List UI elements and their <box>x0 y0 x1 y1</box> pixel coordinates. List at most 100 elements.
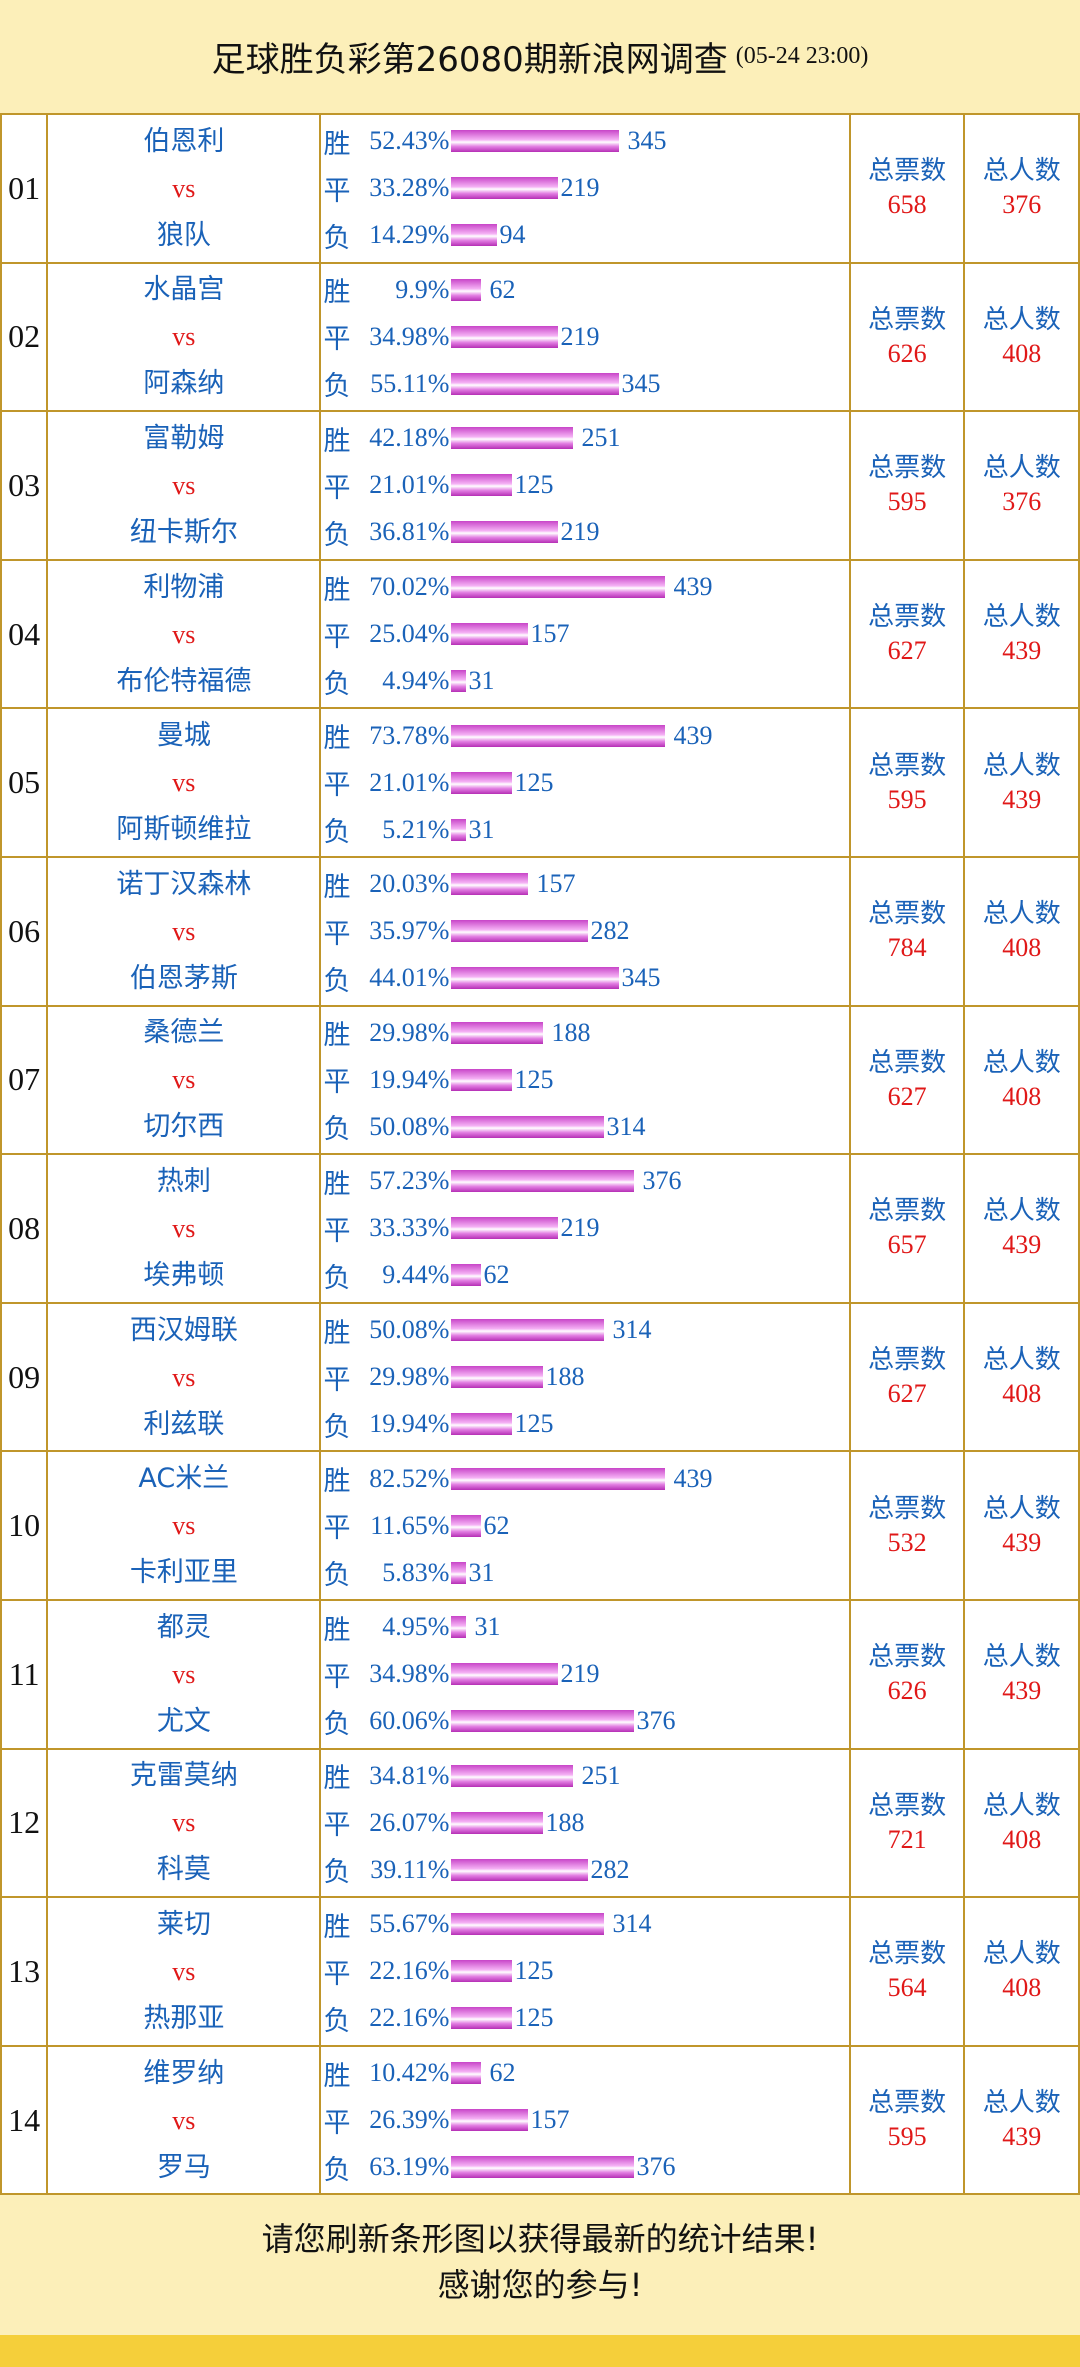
vote-bar-win <box>451 278 482 301</box>
total-people-label: 总人数 <box>982 602 1061 633</box>
match-teams: 桑德兰 vs 切尔西 <box>46 1004 322 1156</box>
total-people-value: 439 <box>1002 636 1042 666</box>
vote-count-win: 188 <box>551 1017 591 1047</box>
vote-bar-draw <box>451 474 513 497</box>
vote-count-loss: 31 <box>468 1557 495 1587</box>
percentage-loss: 14.29% <box>369 220 450 250</box>
result-label-win: 胜 <box>323 1020 351 1052</box>
total-votes-cell: 总票数 595 <box>848 410 966 561</box>
match-number: 02 <box>0 261 49 413</box>
result-label-loss: 负 <box>323 1114 351 1146</box>
vote-count-draw: 219 <box>560 321 600 351</box>
bottom-bar <box>0 2335 1080 2367</box>
home-team: 都灵 <box>156 1611 211 1643</box>
total-votes-label: 总票数 <box>868 899 947 930</box>
vote-count-win: 439 <box>673 572 713 602</box>
vs-label: vs <box>172 1213 196 1243</box>
total-people-cell: 总人数 408 <box>963 1004 1080 1156</box>
home-team: 热刺 <box>156 1165 211 1197</box>
total-people-value: 408 <box>1002 933 1042 963</box>
footer-note: 请您刷新条形图以获得最新的统计结果! 感谢您的参与! <box>0 2192 1080 2332</box>
result-label-win: 胜 <box>323 871 351 903</box>
away-team: 埃弗顿 <box>143 1259 225 1291</box>
total-people-label: 总人数 <box>982 1345 1061 1376</box>
vs-label: vs <box>172 1659 196 1689</box>
match-teams: 维罗纳 vs 罗马 <box>46 2044 322 2196</box>
percentage-draw: 11.65% <box>370 1510 450 1540</box>
result-label-loss: 负 <box>323 1708 351 1740</box>
vote-count-draw: 125 <box>514 1064 554 1094</box>
stat-row-loss: 负 60.06% 376 <box>321 1698 848 1745</box>
vote-count-loss: 125 <box>514 1409 554 1439</box>
page-title: 足球胜负彩第26080期新浪网调查 <box>211 40 728 80</box>
page-header: 足球胜负彩第26080期新浪网调查 (05-24 23:00) <box>0 0 1080 113</box>
percentage-win: 57.23% <box>369 1166 450 1196</box>
stat-row-win: 胜 9.9% 62 <box>321 266 848 313</box>
vote-count-win: 251 <box>581 423 621 453</box>
bar-wrap-win: 251 <box>451 415 620 462</box>
vote-stats: 胜 70.02% 439 平 25.04% 157 负 4.94% 31 <box>319 558 851 710</box>
bar-wrap-win: 376 <box>451 1158 681 1205</box>
vote-stats: 胜 82.52% 439 平 11.65% 62 负 5.83% 31 <box>319 1450 851 1601</box>
result-label-win: 胜 <box>323 1317 351 1349</box>
stat-row-draw: 平 21.01% 125 <box>321 759 848 806</box>
vote-count-draw: 188 <box>545 1362 585 1392</box>
bar-wrap-draw: 219 <box>451 165 599 212</box>
total-people-value: 408 <box>1002 338 1042 368</box>
vs-label: vs <box>172 1956 196 1986</box>
match-row: 08 热刺 vs 埃弗顿 胜 57.23% 376 平 33.33% 219 负 9.44% 62 总票数… <box>0 1153 1080 1304</box>
home-team: 克雷莫纳 <box>129 1760 238 1792</box>
away-team: 尤文 <box>156 1705 211 1737</box>
total-votes-label: 总票数 <box>868 1196 947 1227</box>
total-votes-label: 总票数 <box>868 1790 947 1821</box>
vote-stats: 胜 10.42% 62 平 26.39% 157 负 63.19% 376 <box>319 2044 851 2196</box>
bar-wrap-loss: 31 <box>451 1549 494 1596</box>
vote-count-win: 439 <box>673 1463 713 1493</box>
result-label-draw: 平 <box>323 1215 351 1247</box>
vote-count-win: 62 <box>489 2058 516 2088</box>
issue-date: (05-24 23:00) <box>735 43 869 69</box>
stat-row-loss: 负 22.16% 125 <box>321 1995 848 2042</box>
result-label-draw: 平 <box>323 1958 351 1990</box>
stat-row-loss: 负 19.94% 125 <box>321 1401 848 1448</box>
bar-wrap-loss: 31 <box>451 806 494 853</box>
stat-row-draw: 平 29.98% 188 <box>321 1354 848 1401</box>
vote-bar-loss <box>451 967 620 990</box>
bar-wrap-loss: 314 <box>451 1103 645 1150</box>
total-votes-label: 总票数 <box>868 304 947 335</box>
percentage-win: 34.81% <box>369 1760 450 1790</box>
vote-count-win: 376 <box>642 1166 682 1196</box>
total-votes-value: 627 <box>887 636 927 666</box>
vote-bar-win <box>451 2062 482 2085</box>
match-row: 05 曼城 vs 阿斯顿维拉 胜 73.78% 439 平 21.01% 125 负 5.21% 31 总… <box>0 707 1080 858</box>
bar-wrap-loss: 62 <box>451 1252 509 1299</box>
total-people-cell: 总人数 408 <box>963 1896 1080 2047</box>
bar-wrap-loss: 345 <box>451 955 660 1002</box>
result-label-win: 胜 <box>323 1911 351 1943</box>
home-team: 曼城 <box>156 720 211 752</box>
vote-count-loss: 376 <box>636 2152 676 2182</box>
bar-wrap-draw: 157 <box>451 611 569 658</box>
bar-wrap-win: 314 <box>451 1307 651 1354</box>
away-team: 阿斯顿维拉 <box>116 814 252 846</box>
total-votes-label: 总票数 <box>868 750 947 781</box>
away-team: 布伦特福德 <box>116 665 252 697</box>
percentage-win: 29.98% <box>369 1017 450 1047</box>
stat-row-win: 胜 73.78% 439 <box>321 712 848 759</box>
percentage-loss: 63.19% <box>369 2152 450 2182</box>
vote-bar-draw <box>451 325 559 348</box>
vote-bar-loss <box>451 818 467 841</box>
match-number: 08 <box>0 1153 49 1304</box>
bar-wrap-draw: 125 <box>451 759 553 806</box>
result-label-draw: 平 <box>323 770 351 802</box>
home-team: 诺丁汉森林 <box>116 868 252 900</box>
stat-row-win: 胜 29.98% 188 <box>321 1009 848 1056</box>
result-label-loss: 负 <box>323 1857 351 1889</box>
match-teams: AC米兰 vs 卡利亚里 <box>46 1450 322 1601</box>
total-votes-label: 总票数 <box>868 453 947 484</box>
percentage-loss: 44.01% <box>369 963 450 993</box>
bar-wrap-win: 157 <box>451 861 575 908</box>
percentage-loss: 39.11% <box>370 1854 450 1884</box>
away-team: 卡利亚里 <box>129 1557 238 1589</box>
vote-count-win: 251 <box>581 1760 621 1790</box>
